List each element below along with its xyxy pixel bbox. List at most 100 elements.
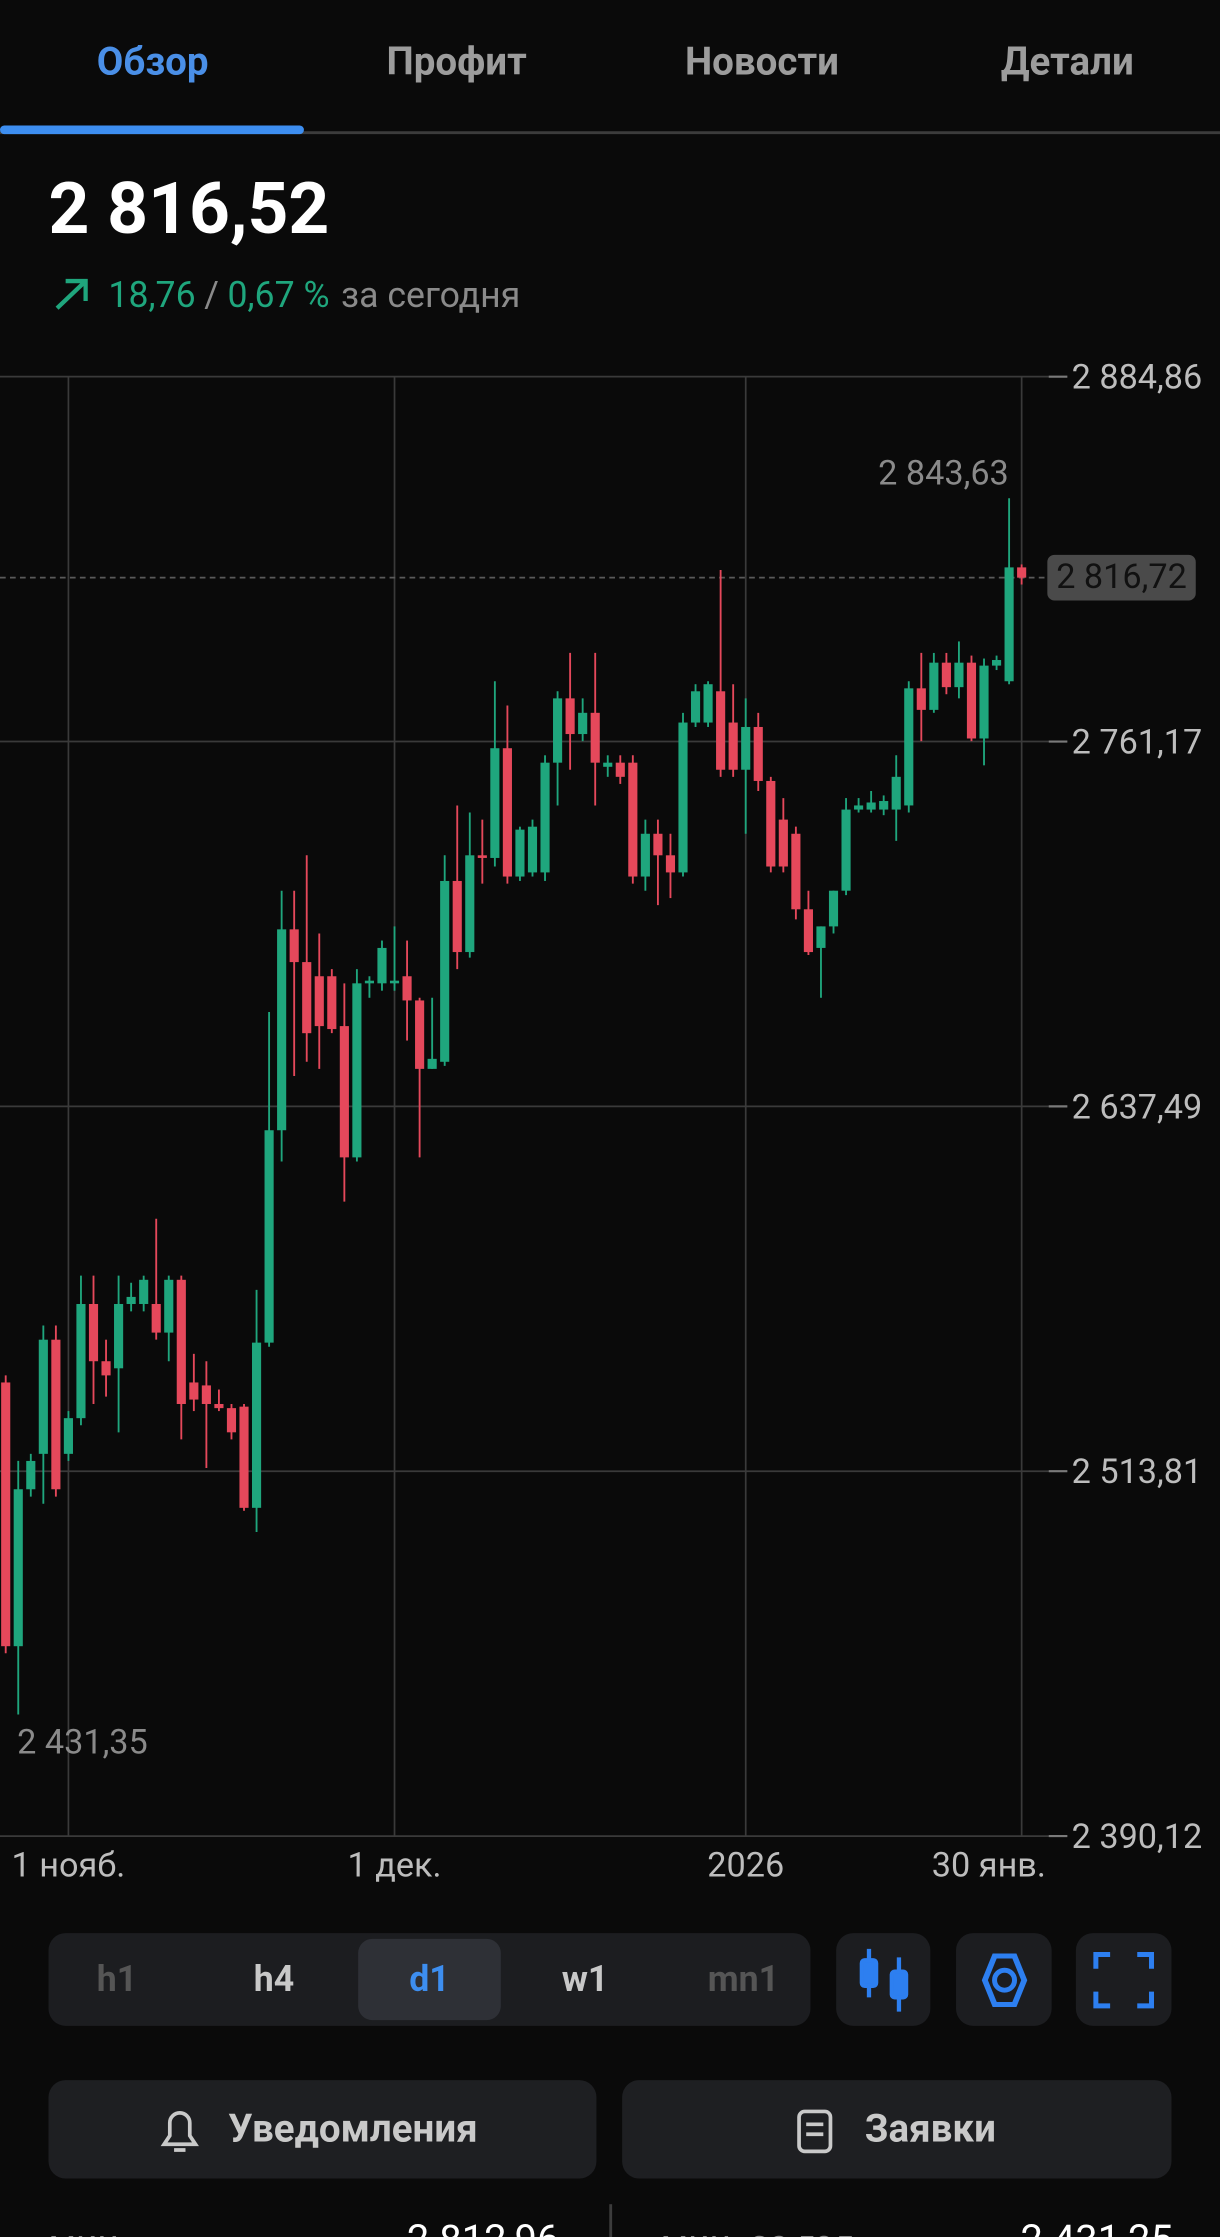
tab[interactable]: Новости (685, 39, 839, 84)
candle-body (164, 1279, 174, 1333)
candle-body (490, 748, 500, 858)
y-tick-label: 2 761,17 (1072, 722, 1203, 762)
change-percent: 0,67 % (227, 275, 329, 317)
timeframe[interactable]: h4 (254, 1958, 294, 2000)
candle-body (966, 662, 977, 739)
candle-body (339, 1026, 349, 1158)
timeframe[interactable]: mn1 (708, 1958, 779, 2000)
timeframe[interactable]: d1 (409, 1958, 450, 2000)
candle-body (665, 855, 676, 873)
candle-body (251, 1342, 262, 1508)
candle-body (427, 1058, 437, 1069)
candle-body (603, 762, 613, 767)
change-line: 18,76/0,67 % за сегодня (108, 275, 520, 317)
button-bg (1075, 1933, 1172, 2026)
candle-icon (859, 1948, 909, 2012)
settings-button[interactable] (956, 1933, 1052, 2026)
tab[interactable]: Детали (1001, 39, 1134, 84)
hexagon-icon-dot (992, 1967, 1018, 1993)
tab[interactable]: Профит (386, 39, 527, 84)
fullscreen-icon (1093, 1952, 1155, 2009)
hexagon-icon (981, 1953, 1028, 2007)
candle-body (816, 926, 826, 948)
candle-body (1017, 567, 1027, 578)
candle-body (51, 1339, 61, 1490)
x-tick-label: 1 нояб. (12, 1846, 126, 1886)
candle-body (26, 1460, 36, 1490)
candle-body (703, 684, 713, 723)
y-tick-label: 2 513,81 (1072, 1452, 1203, 1492)
candle-body (791, 833, 801, 910)
x-tick-label: 1 дек. (347, 1846, 441, 1886)
chart-type-button[interactable] (836, 1933, 931, 2026)
chart: 2 884,86 2 761,17 2 637,49 2 513,81 2 390,12… (0, 358, 1202, 1886)
candle-body (114, 1303, 124, 1369)
y-tick-label: 2 637,49 (1072, 1087, 1203, 1127)
last-price-tag (1047, 554, 1196, 601)
candle-body (139, 1279, 149, 1304)
candle-body (553, 698, 563, 763)
button-label: Уведомления (228, 2107, 477, 2152)
bell-icon (160, 2111, 199, 2152)
candle-body (264, 1130, 274, 1343)
timeframe[interactable]: w1 (562, 1958, 609, 2000)
stat-label: мин. за год (661, 2222, 856, 2237)
candle-body (728, 722, 738, 770)
candle-body (13, 1489, 23, 1647)
candle-body (289, 929, 299, 963)
candle-body (239, 1406, 249, 1508)
candle-body (941, 662, 951, 688)
document-icon-lines (806, 2122, 824, 2137)
candle-body (741, 726, 751, 770)
y-tick-label: 2 390,12 (1072, 1817, 1203, 1857)
orders-button[interactable]: Заявки (622, 2080, 1172, 2179)
candle-body (590, 712, 600, 763)
x-tick-label: 2026 (707, 1846, 784, 1886)
candle-body (716, 691, 726, 770)
candle-body (63, 1418, 73, 1454)
low-label: 2 431,35 (17, 1722, 148, 1762)
timeframe[interactable]: h1 (97, 1958, 137, 2000)
candle-body (327, 976, 337, 1030)
candle-body (690, 691, 701, 723)
stat-label: мин. (49, 2222, 129, 2237)
up-arrow-icon (55, 278, 88, 310)
tab[interactable]: Обзор (97, 39, 209, 84)
candle-body (628, 762, 638, 877)
candle-body (452, 880, 462, 953)
candle-body (916, 688, 926, 710)
candle-body (277, 929, 287, 1131)
candle-body (766, 780, 776, 867)
candle-body (465, 855, 475, 953)
candle-body (828, 890, 839, 927)
candle-body (201, 1385, 211, 1404)
candle-body (678, 722, 688, 873)
candle-body (1, 1382, 11, 1647)
notifications-button[interactable]: Уведомления (48, 2080, 597, 2179)
candle-body (640, 833, 650, 877)
candle-body (515, 829, 525, 877)
x-tick-label: 30 янв. (932, 1846, 1046, 1886)
button-bg (622, 2080, 1172, 2179)
y-tick-label: 2 884,86 (1072, 358, 1203, 398)
candle-body (502, 748, 512, 877)
candle-body (991, 660, 1002, 666)
button-label: Заявки (865, 2107, 996, 2152)
candle-body (879, 801, 889, 810)
candle-body (76, 1303, 86, 1419)
candle-body (904, 688, 914, 806)
stat-value: 2 812,96 (407, 2216, 559, 2237)
candle-body (803, 909, 813, 953)
button-bg (956, 1933, 1052, 2026)
button-bg (836, 1933, 931, 2026)
candle-body (226, 1408, 237, 1433)
fullscreen-button[interactable] (1075, 1933, 1172, 2026)
candle-body (578, 712, 588, 735)
candle-body (866, 802, 876, 810)
candle-body (540, 762, 550, 873)
candle-body (214, 1403, 224, 1409)
candle-body (314, 976, 324, 1027)
candle-body (891, 776, 901, 810)
